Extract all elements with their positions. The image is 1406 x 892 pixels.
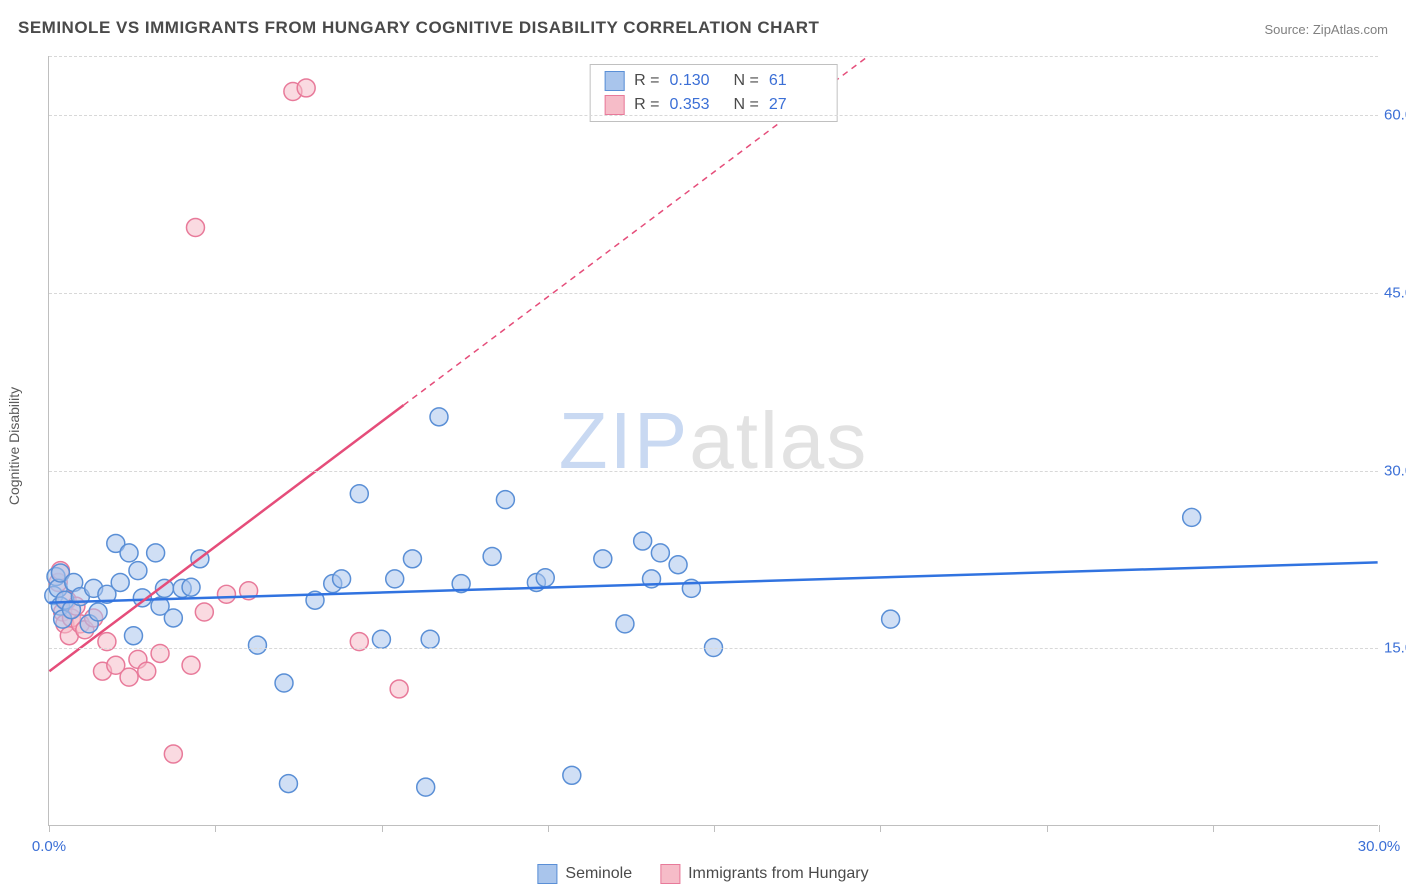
plot-area: ZIPatlas R = 0.130 N = 61 R = 0.353 N = … — [48, 56, 1378, 826]
data-point — [164, 609, 182, 627]
r-value-1: 0.353 — [670, 96, 724, 114]
data-point — [151, 644, 169, 662]
x-tick-label: 0.0% — [32, 838, 66, 855]
data-point — [1183, 508, 1201, 526]
r-label: R = — [634, 96, 659, 114]
y-tick-label: 60.0% — [1378, 107, 1406, 124]
data-point — [651, 544, 669, 562]
x-tick — [1047, 825, 1048, 832]
legend-swatch-hungary-icon — [660, 864, 680, 884]
data-point — [147, 544, 165, 562]
x-tick — [215, 825, 216, 832]
legend-swatch-hungary — [604, 95, 624, 115]
data-point — [186, 219, 204, 237]
chart-title: SEMINOLE VS IMMIGRANTS FROM HUNGARY COGN… — [18, 18, 819, 38]
gridline — [49, 56, 1378, 57]
data-point — [111, 573, 129, 591]
x-tick — [49, 825, 50, 832]
data-point — [182, 656, 200, 674]
n-value-0: 61 — [769, 72, 823, 90]
data-point — [372, 630, 390, 648]
r-value-0: 0.130 — [670, 72, 724, 90]
y-tick-label: 15.0% — [1378, 640, 1406, 657]
data-point — [275, 674, 293, 692]
y-tick-label: 45.0% — [1378, 284, 1406, 301]
data-point — [421, 630, 439, 648]
x-tick — [548, 825, 549, 832]
n-label: N = — [734, 72, 759, 90]
legend-item-hungary: Immigrants from Hungary — [660, 864, 869, 884]
x-tick — [1379, 825, 1380, 832]
data-point — [616, 615, 634, 633]
data-point — [182, 578, 200, 596]
stats-legend-row-1: R = 0.353 N = 27 — [590, 93, 837, 117]
gridline — [49, 648, 1378, 649]
data-point — [195, 603, 213, 621]
data-point — [120, 544, 138, 562]
data-point — [483, 547, 501, 565]
data-point — [496, 491, 514, 509]
x-tick — [880, 825, 881, 832]
data-point — [882, 610, 900, 628]
data-point — [634, 532, 652, 550]
y-axis-label: Cognitive Disability — [6, 387, 22, 505]
data-point — [217, 585, 235, 603]
source-attribution: Source: ZipAtlas.com — [1264, 22, 1388, 37]
data-point — [350, 485, 368, 503]
x-tick — [714, 825, 715, 832]
data-point — [89, 603, 107, 621]
legend-swatch-seminole — [604, 71, 624, 91]
data-point — [594, 550, 612, 568]
x-tick — [382, 825, 383, 832]
x-tick — [1213, 825, 1214, 832]
n-label: N = — [734, 96, 759, 114]
data-point — [333, 570, 351, 588]
data-point — [164, 745, 182, 763]
legend-item-seminole: Seminole — [537, 864, 632, 884]
data-point — [248, 636, 266, 654]
legend-label-hungary: Immigrants from Hungary — [688, 865, 869, 883]
data-point — [417, 778, 435, 796]
legend-swatch-seminole-icon — [537, 864, 557, 884]
gridline — [49, 293, 1378, 294]
stats-legend-row-0: R = 0.130 N = 61 — [590, 69, 837, 93]
data-point — [563, 766, 581, 784]
data-point — [124, 627, 142, 645]
data-point — [403, 550, 421, 568]
gridline — [49, 471, 1378, 472]
y-tick-label: 30.0% — [1378, 462, 1406, 479]
data-point — [390, 680, 408, 698]
legend-label-seminole: Seminole — [565, 865, 632, 883]
chart-svg — [49, 56, 1378, 825]
data-point — [120, 668, 138, 686]
trend-line — [49, 405, 403, 671]
stats-legend: R = 0.130 N = 61 R = 0.353 N = 27 — [589, 64, 838, 122]
data-point — [669, 556, 687, 574]
data-point — [536, 569, 554, 587]
gridline — [49, 115, 1378, 116]
data-point — [386, 570, 404, 588]
r-label: R = — [634, 72, 659, 90]
x-tick-label: 30.0% — [1358, 838, 1401, 855]
series-legend: Seminole Immigrants from Hungary — [537, 864, 868, 884]
data-point — [138, 662, 156, 680]
n-value-1: 27 — [769, 96, 823, 114]
data-point — [297, 79, 315, 97]
data-point — [279, 775, 297, 793]
data-point — [129, 562, 147, 580]
data-point — [430, 408, 448, 426]
